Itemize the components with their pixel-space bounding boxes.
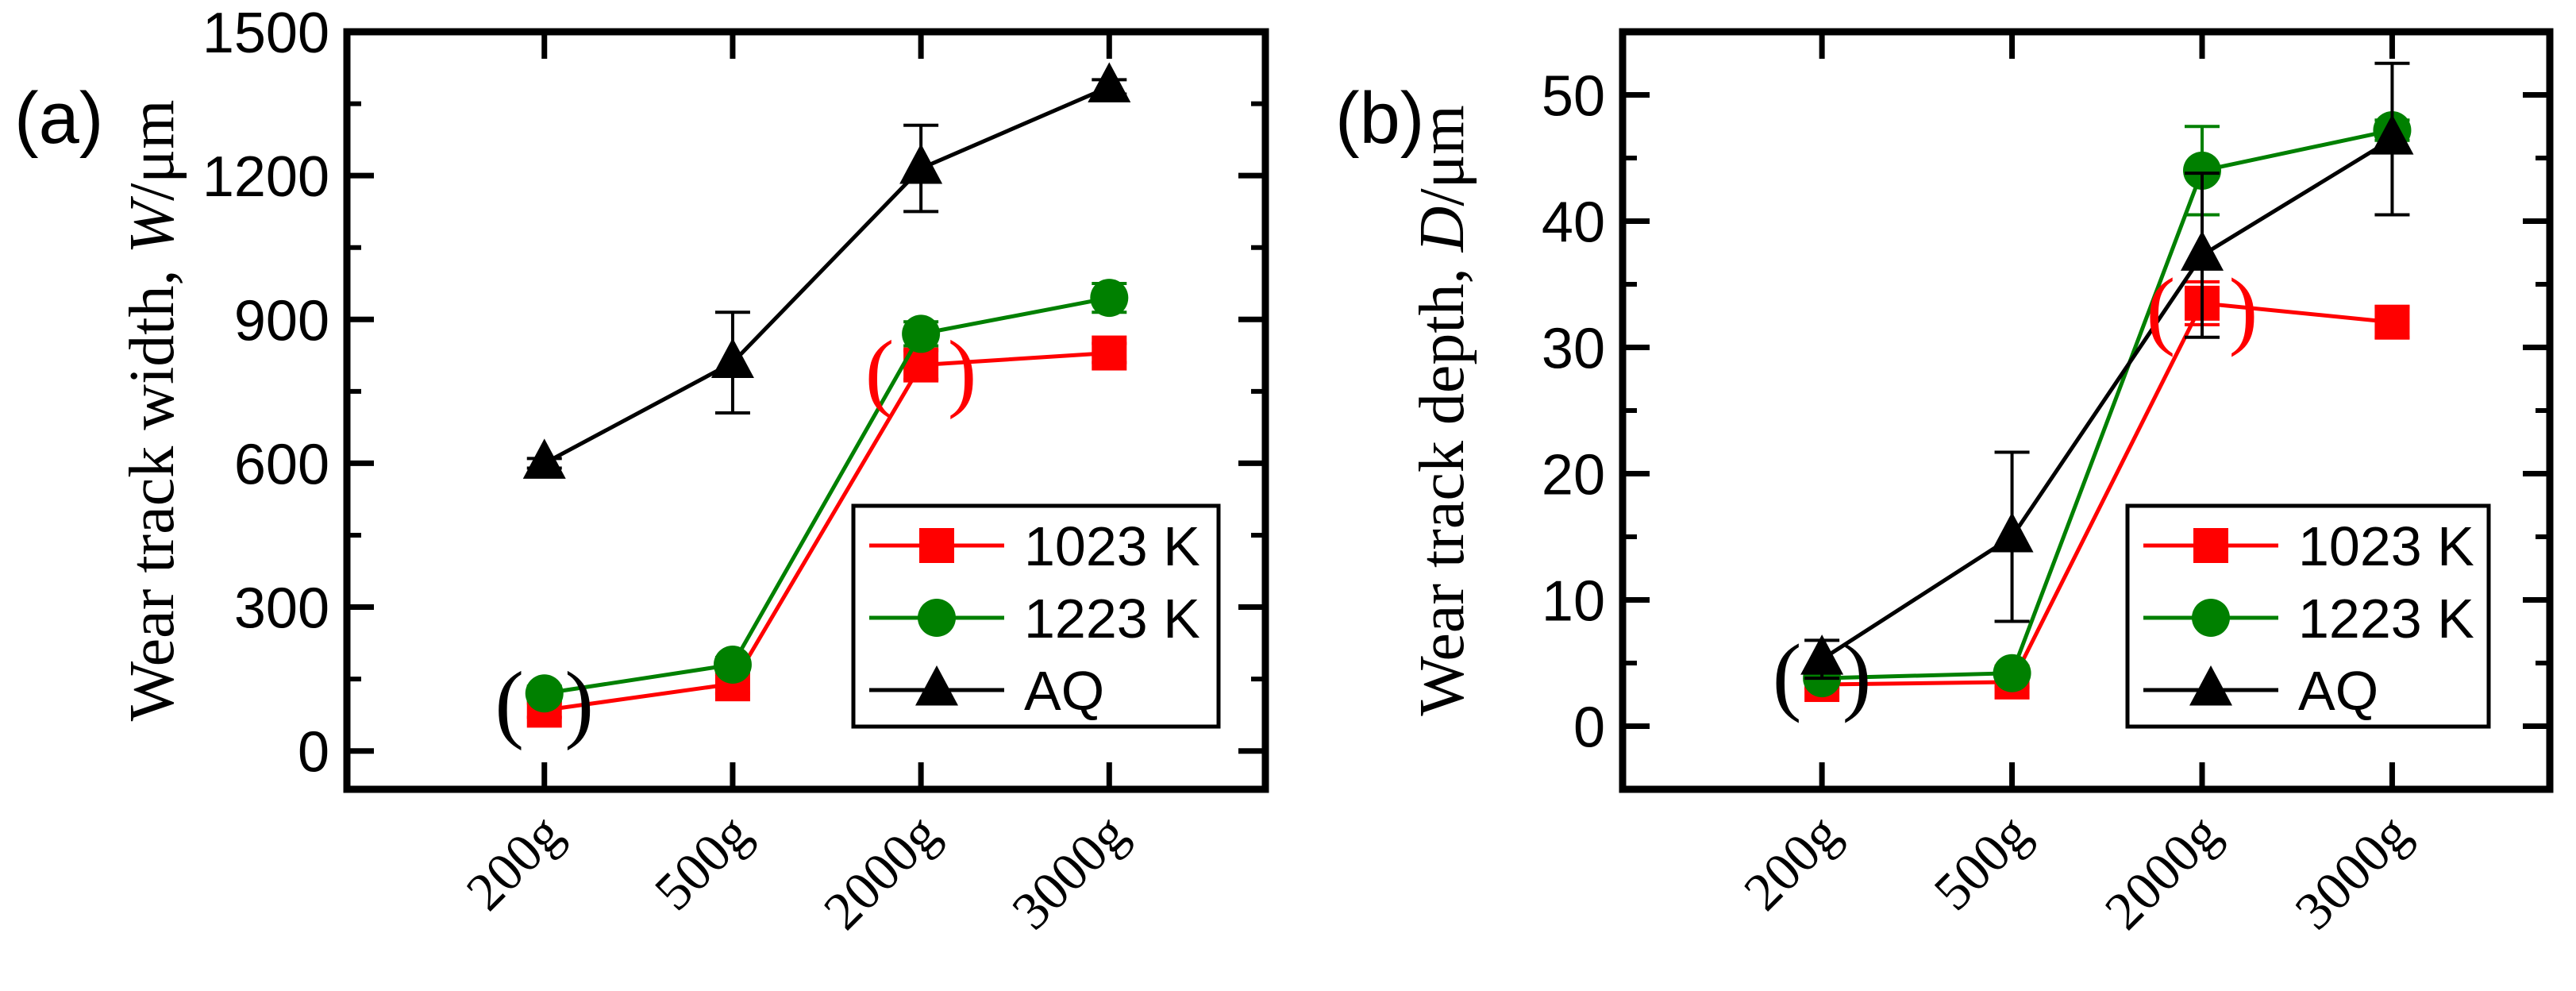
y-tick-label: 0 bbox=[1573, 696, 1605, 760]
data-point-triangle bbox=[2370, 114, 2414, 155]
legend: 1023 K 1223 K AQ bbox=[851, 503, 1221, 729]
y-axis-label: Wear track width, W/μm bbox=[117, 100, 187, 722]
legend-label: 1023 K bbox=[2298, 515, 2474, 577]
annotation-parenthesis: ) bbox=[1842, 627, 1872, 723]
data-point-circle bbox=[713, 646, 752, 684]
data-point-triangle bbox=[2181, 230, 2224, 271]
annotation-parenthesis: ) bbox=[948, 323, 977, 420]
y-axis-label-unit: /μm bbox=[117, 100, 187, 201]
data-point-triangle bbox=[1800, 634, 1844, 675]
legend-label: 1023 K bbox=[1024, 515, 1200, 577]
series-line bbox=[1820, 137, 2393, 661]
y-axis-label-text: Wear track depth, bbox=[1407, 252, 1477, 715]
series-line bbox=[1822, 128, 2393, 681]
data-point-circle bbox=[525, 674, 564, 713]
data-point-triangle bbox=[899, 144, 943, 184]
series-aq bbox=[522, 62, 1131, 479]
legend-marker-square bbox=[919, 528, 954, 563]
y-axis-label-variable: D bbox=[1407, 206, 1477, 253]
x-tick-label: 3000g bbox=[1000, 803, 1138, 941]
annotation-parenthesis: ( bbox=[865, 323, 895, 420]
y-axis-label-unit: /μm bbox=[1407, 105, 1477, 206]
annotation-parenthesis: ) bbox=[564, 654, 594, 750]
legend-marker-square bbox=[2193, 528, 2228, 563]
y-tick-label: 900 bbox=[234, 289, 329, 353]
legend-marker-circle bbox=[2192, 599, 2230, 637]
y-axis-label: Wear track depth, D/μm bbox=[1407, 105, 1477, 716]
annotation-parenthesis: ) bbox=[2229, 260, 2258, 357]
x-tick-label: 200g bbox=[1732, 803, 1851, 922]
y-tick-label: 10 bbox=[1542, 570, 1605, 634]
y-axis-label-text: Wear track width, bbox=[117, 254, 187, 722]
y-tick-label: 30 bbox=[1542, 318, 1605, 381]
panel-label: (a) bbox=[14, 78, 103, 159]
x-tick-label: 500g bbox=[1922, 803, 2041, 922]
data-point-square bbox=[2374, 304, 2410, 340]
chart-panel-b: (b) 0 10 20 30 40 50 Wear track depth, D/μm 200g… bbox=[1335, 28, 2554, 941]
y-tick-label: 20 bbox=[1542, 444, 1605, 507]
y-tick-label: 1500 bbox=[202, 2, 329, 65]
data-point-circle bbox=[1090, 279, 1129, 318]
data-point-triangle bbox=[1088, 62, 1131, 102]
series-line bbox=[543, 85, 1111, 465]
y-tick-label: 1200 bbox=[202, 145, 329, 209]
legend-marker-triangle bbox=[915, 665, 958, 706]
series-1223-k bbox=[525, 279, 1129, 713]
data-point-triangle bbox=[1990, 511, 2034, 553]
legend-label: AQ bbox=[2298, 660, 2378, 722]
data-point-triangle bbox=[522, 438, 566, 479]
y-tick-label: 600 bbox=[234, 433, 329, 496]
series-line bbox=[544, 295, 1110, 696]
y-tick-label: 40 bbox=[1542, 191, 1605, 255]
legend-marker-triangle bbox=[2189, 665, 2232, 706]
annotation-parenthesis: ( bbox=[1773, 627, 1802, 723]
data-point-triangle bbox=[710, 337, 754, 379]
legend-marker-circle bbox=[918, 599, 956, 637]
y-tick-label: 0 bbox=[298, 721, 329, 785]
data-point-circle bbox=[1993, 654, 2031, 692]
annotation-parenthesis: ( bbox=[2147, 260, 2176, 357]
x-tick-label: 2000g bbox=[2093, 803, 2231, 941]
panel-label: (b) bbox=[1335, 78, 1424, 159]
y-tick-label: 50 bbox=[1542, 65, 1605, 129]
x-tick-label: 500g bbox=[643, 803, 762, 922]
series-line bbox=[544, 351, 1110, 712]
x-tick-label: 2000g bbox=[812, 803, 950, 941]
data-point-square bbox=[1092, 335, 1127, 371]
legend-label: AQ bbox=[1024, 660, 1104, 722]
legend: 1023 K 1223 K AQ bbox=[2125, 503, 2491, 729]
data-point-circle bbox=[902, 314, 941, 353]
y-tick-label: 300 bbox=[234, 577, 329, 641]
y-axis-label-variable: W bbox=[117, 196, 187, 254]
x-tick-label: 200g bbox=[454, 803, 573, 922]
data-point-circle bbox=[2183, 151, 2221, 190]
series-line bbox=[1822, 301, 2393, 687]
x-tick-label: 3000g bbox=[2283, 803, 2421, 941]
annotation-parenthesis: ( bbox=[495, 654, 524, 750]
plot-frame bbox=[343, 28, 1269, 793]
legend-label: 1223 K bbox=[2298, 588, 2474, 650]
legend-label: 1223 K bbox=[1024, 588, 1200, 650]
series-aq bbox=[1800, 61, 2414, 681]
